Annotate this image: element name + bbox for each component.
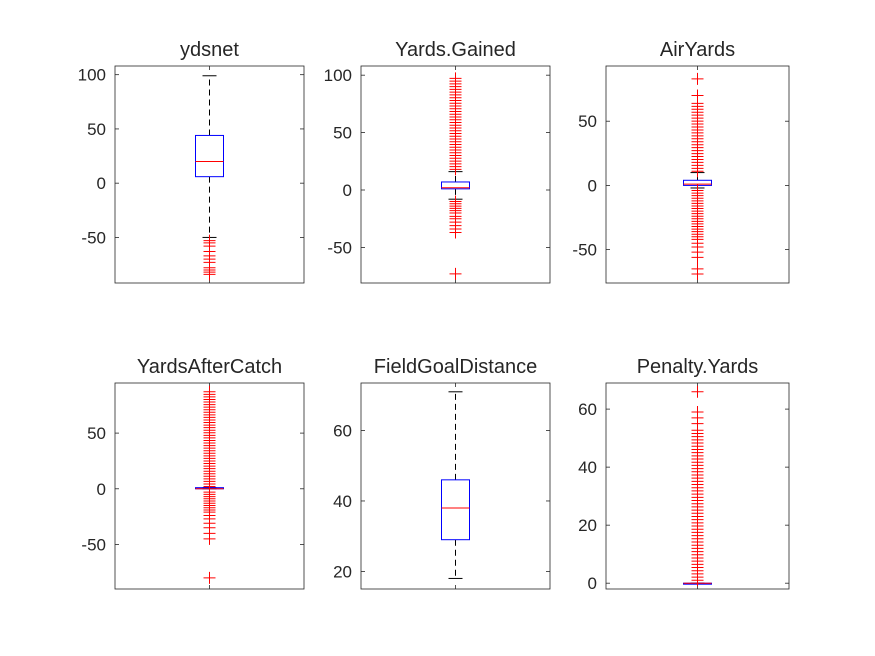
- outlier-point: [691, 406, 704, 419]
- y-tick-label: 20: [333, 562, 352, 581]
- outlier-point: [691, 424, 704, 437]
- outlier-point: [691, 72, 704, 85]
- axes-frame: [605, 382, 790, 590]
- outlier-point: [203, 385, 216, 398]
- iqr-box: [195, 134, 224, 178]
- outlier-point: [691, 97, 704, 110]
- outlier-point: [449, 267, 462, 280]
- subplot-yardsaftercatch: YardsAfterCatch -50 0 50: [81, 356, 305, 590]
- y-tick-label: 100: [78, 66, 106, 85]
- subplot-title: FieldGoalDistance: [374, 356, 537, 378]
- y-tick-label: 40: [333, 492, 352, 511]
- subplot-title: Yards.Gained: [395, 39, 516, 61]
- outlier-point: [449, 226, 462, 239]
- outlier-point: [691, 385, 704, 398]
- y-tick-label: 40: [578, 458, 597, 477]
- y-tick-label: 0: [588, 574, 597, 593]
- subplot-title: ydsnet: [180, 39, 239, 61]
- subplot-title: YardsAfterCatch: [137, 356, 282, 378]
- axes-frame: [114, 382, 305, 590]
- y-tick-label: -50: [572, 241, 597, 260]
- y-tick-label: 60: [578, 400, 597, 419]
- subplot-yards-gained: Yards.Gained -50 0 50 100: [324, 39, 551, 284]
- axes-frame: [360, 382, 551, 590]
- outlier-point: [691, 251, 704, 264]
- subplot-penalty-yards: Penalty.Yards 0 20 40 60: [578, 356, 790, 593]
- y-tick-label: 50: [87, 424, 106, 443]
- outlier-point: [691, 268, 704, 281]
- y-tick-label: 0: [97, 480, 106, 499]
- y-tick-label: 50: [87, 120, 106, 139]
- iqr-box: [441, 181, 470, 190]
- axes-frame: [114, 65, 305, 284]
- y-tick-label: 0: [343, 181, 352, 200]
- y-tick-label: 100: [324, 66, 352, 85]
- subplot-ydsnet: ydsnet -50 0 50 100: [78, 39, 305, 284]
- iqr-box: [441, 479, 470, 541]
- subplot-title: AirYards: [660, 39, 735, 61]
- y-tick-label: 0: [588, 176, 597, 195]
- y-tick-label: 50: [578, 112, 597, 131]
- subplot-fieldgoaldistance: FieldGoalDistance 20 40 60: [333, 356, 551, 590]
- outlier-point: [203, 268, 216, 281]
- y-tick-label: -50: [81, 228, 106, 247]
- y-tick-label: -50: [81, 535, 106, 554]
- y-tick-label: -50: [327, 238, 352, 257]
- axes-frame: [360, 65, 551, 284]
- outlier-point: [203, 571, 216, 584]
- subplot-title: Penalty.Yards: [637, 356, 759, 378]
- subplot-airyards: AirYards -50 0 50: [572, 39, 790, 284]
- y-tick-label: 0: [97, 174, 106, 193]
- outlier-point: [203, 532, 216, 545]
- outlier-point: [449, 72, 462, 85]
- y-tick-label: 50: [333, 124, 352, 143]
- y-tick-label: 20: [578, 516, 597, 535]
- y-tick-label: 60: [333, 422, 352, 441]
- axes-frame: [605, 65, 790, 284]
